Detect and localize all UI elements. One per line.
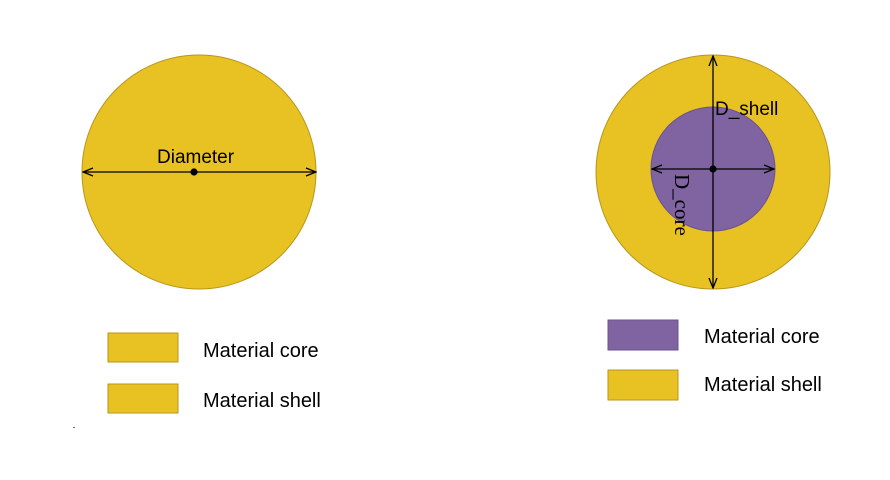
left-center-dot [190,168,198,176]
right-particle: D_shell D_core [595,54,831,290]
right-center-dot [709,165,717,173]
stray-mark [73,427,75,428]
right-legend: Material core Material shell [607,319,822,401]
right-core-label: D_core [670,174,694,236]
left-legend: Material core Material shell [107,332,321,414]
left-particle: Diameter [81,54,316,290]
right-legend-label-core: Material core [704,326,820,348]
right-legend-swatch-shell [607,369,679,401]
left-legend-label-shell: Material shell [203,390,321,412]
right-legend-label-shell: Material shell [704,374,822,396]
left-legend-swatch-shell [107,383,179,414]
left-legend-swatch-core [107,332,179,363]
left-diameter-label: Diameter [157,147,235,168]
right-legend-swatch-core [607,319,679,351]
left-legend-label-core: Material core [203,340,319,362]
right-shell-label: D_shell [715,99,778,120]
